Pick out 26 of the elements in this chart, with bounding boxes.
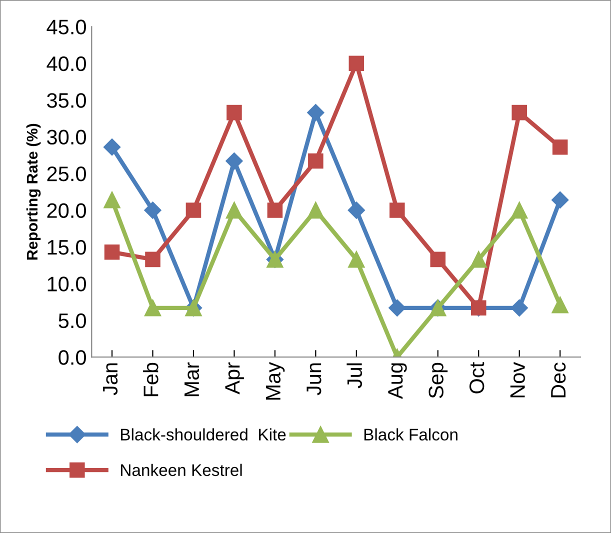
y-tick-label: 35.0 — [47, 93, 86, 108]
x-tick-label: Aug — [388, 363, 407, 399]
x-tick-label: Feb — [143, 362, 158, 396]
x-tick-label: Nov — [510, 362, 525, 398]
y-tick-label: 25.0 — [47, 166, 86, 182]
y-tick-label: 10.0 — [48, 276, 86, 292]
y-tick-label: 15.0 — [48, 240, 86, 255]
x-tick-label: Jul — [346, 363, 362, 388]
y-tick-label: 40.0 — [46, 56, 86, 72]
y-tick-label: 20.0 — [47, 203, 86, 218]
x-tick-label: May — [266, 362, 285, 400]
x-tick-label: Mar — [184, 362, 200, 396]
y-tick-label: 5.0 — [58, 313, 86, 328]
y-axis-title: Reporting Rate (%) — [26, 124, 41, 260]
legend-label: Black-shouldered Kite — [121, 428, 286, 441]
x-tick-label: Sep — [428, 362, 448, 398]
legend-label: Black Falcon — [364, 428, 458, 441]
legend-label: Nankeen Kestrel — [121, 464, 242, 476]
x-tick-label: Apr — [225, 362, 244, 394]
y-tick-label: 0.0 — [58, 350, 86, 365]
x-tick-label: Oct — [469, 362, 484, 394]
x-tick-label: Dec — [551, 362, 566, 398]
y-tick-label: 45.0 — [46, 20, 86, 34]
x-tick-label: Jan — [103, 363, 118, 396]
y-tick-label: 30.0 — [47, 130, 86, 145]
x-tick-label: Jun — [306, 363, 322, 396]
